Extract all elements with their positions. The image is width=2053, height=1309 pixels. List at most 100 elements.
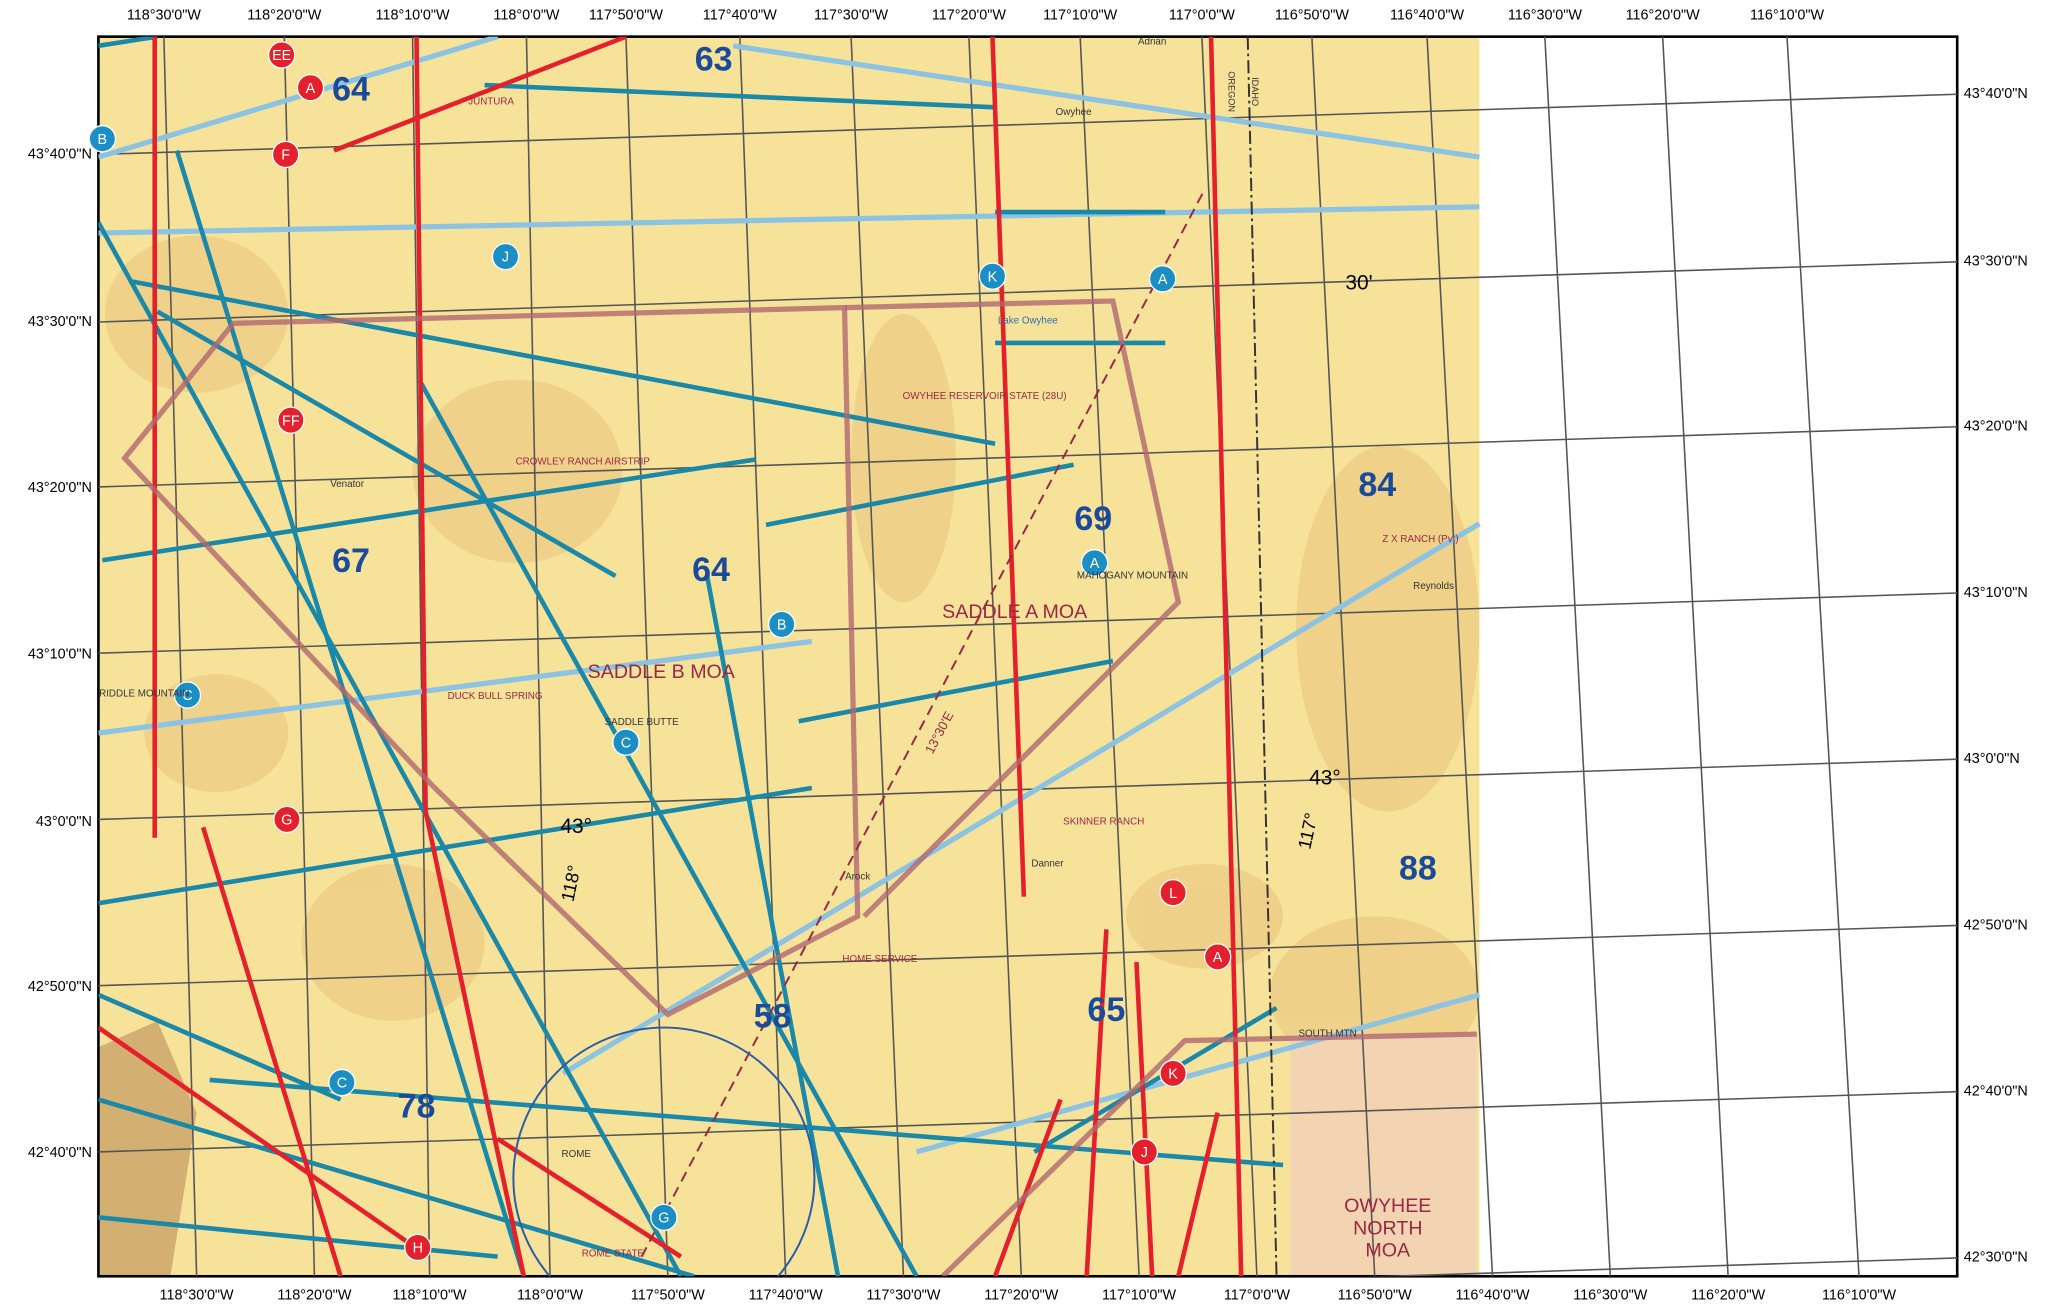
- route-marker: [1130, 1138, 1159, 1166]
- meridian: [411, 36, 431, 1277]
- route-marker: [404, 1233, 432, 1262]
- route-marker-label: A: [1090, 556, 1100, 572]
- lon-label-bottom: 117°50'0"W: [631, 1288, 705, 1304]
- route-marker-label: A: [306, 81, 316, 97]
- compass-rose: [512, 1026, 816, 1277]
- victor-airway: [98, 638, 813, 736]
- lon-label-top: 118°10'0"W: [376, 8, 450, 24]
- route: [417, 378, 919, 1277]
- lon-label-top: 116°50'0"W: [1275, 8, 1349, 24]
- route-marker-label: B: [98, 132, 108, 148]
- lat-label-left: 43°20'0"N: [28, 480, 92, 496]
- grid-figure: 67: [332, 542, 370, 580]
- route-marker: [271, 140, 300, 169]
- route-marker-label: K: [988, 269, 998, 285]
- grid-figure: 64: [332, 71, 370, 109]
- lon-label-bottom: 116°50'0"W: [1338, 1288, 1412, 1304]
- lon-label-top: 118°0'0"W: [493, 8, 560, 24]
- lat-label-right: 43°30'0"N: [1964, 254, 2028, 270]
- lon-label-bottom: 118°30'0"W: [160, 1288, 234, 1304]
- route: [765, 462, 1075, 528]
- route: [484, 82, 996, 110]
- grid-figure: 58: [754, 997, 792, 1035]
- airport-name: DUCK BULL SPRING: [448, 691, 543, 702]
- lat-label-left: 42°40'0"N: [28, 1145, 92, 1161]
- moa-boundary: [940, 1031, 1477, 1277]
- lon-label-top: 117°50'0"W: [589, 8, 663, 24]
- route-marker: [88, 125, 117, 153]
- graticule-annotation: 43°: [560, 815, 592, 838]
- meridian: [1079, 36, 1140, 1277]
- route: [101, 457, 756, 563]
- meridian: [283, 36, 316, 1277]
- route-marker: [1203, 943, 1232, 971]
- airport-name: JUNTURA: [468, 97, 514, 108]
- moa-boundary: [121, 304, 861, 1018]
- airport-name: HOME SERVICE: [842, 954, 917, 965]
- lon-label-bottom: 117°10'0"W: [1102, 1288, 1176, 1304]
- lon-label-bottom: 116°20'0"W: [1691, 1288, 1765, 1304]
- route-marker: [650, 1203, 678, 1232]
- isogonic-line: [640, 189, 1206, 1258]
- airport-name: CROWLEY RANCH AIRSTRIP: [516, 457, 651, 468]
- place-name: SADDLE BUTTE: [605, 717, 680, 728]
- grid-figure: 69: [1074, 500, 1112, 538]
- place-name: Venator: [330, 479, 365, 490]
- meridian: [625, 36, 669, 1277]
- meridian: [850, 36, 905, 1277]
- lat-label-left: 43°40'0"N: [28, 146, 92, 162]
- military-route: [1208, 36, 1244, 1277]
- lon-label-bottom: 117°20'0"W: [984, 1288, 1058, 1304]
- military-route: [1176, 1112, 1220, 1277]
- route-marker-label: C: [337, 1076, 347, 1092]
- place-name: SOUTH MTN: [1298, 1029, 1356, 1040]
- route: [156, 309, 617, 578]
- lon-label-bottom: 116°40'0"W: [1455, 1288, 1529, 1304]
- route: [98, 36, 158, 49]
- meridian: [1426, 36, 1494, 1277]
- airport-name: OWYHEE RESERVOIR STATE (28U): [903, 391, 1067, 402]
- grid-figure: 65: [1087, 991, 1125, 1029]
- route-marker-label: C: [182, 688, 192, 704]
- lon-label-top: 118°30'0"W: [127, 8, 201, 24]
- route-marker-label: B: [777, 617, 787, 633]
- lon-label-top: 117°30'0"W: [814, 8, 888, 24]
- route-marker-label: L: [1169, 886, 1177, 902]
- moa-boundary: [844, 298, 1182, 919]
- graticule-annotation: 30': [1345, 272, 1372, 295]
- terrain-relief: [98, 1021, 197, 1277]
- meridian: [163, 36, 198, 1277]
- features: [98, 36, 1481, 1277]
- military-route: [423, 811, 527, 1277]
- route: [704, 575, 841, 1277]
- route-marker: [1080, 549, 1109, 577]
- route-marker-label: C: [621, 735, 631, 751]
- lon-label-top: 117°40'0"W: [703, 8, 777, 24]
- labels: 118°30'0"W 118°20'0"W 118°10'0"W 118°0'0"W 1…: [28, 8, 2028, 1304]
- lon-label-bottom: 118°0'0"W: [517, 1288, 584, 1304]
- route: [174, 149, 527, 1277]
- meridian: [968, 36, 1023, 1277]
- lon-label-bottom: 117°40'0"W: [749, 1288, 823, 1304]
- route-marker-label: EE: [272, 48, 291, 64]
- parallel: [98, 924, 1958, 987]
- military-route: [990, 36, 1027, 897]
- lon-label-bottom: 116°30'0"W: [1573, 1288, 1647, 1304]
- meridian: [525, 36, 551, 1277]
- grid-figure: 84: [1358, 466, 1396, 504]
- victor-airway: [732, 43, 1480, 160]
- route-marker-label: J: [1141, 1145, 1148, 1161]
- route-marker-label: FF: [282, 413, 300, 429]
- airport-name: SKINNER RANCH: [1063, 817, 1144, 828]
- lat-label-right: 43°20'0"N: [1964, 419, 2028, 435]
- lat-label-right: 43°10'0"N: [1964, 585, 2028, 601]
- route-marker: [267, 41, 296, 69]
- military-route: [992, 1098, 1063, 1277]
- route-marker: [612, 728, 640, 756]
- military-route: [414, 36, 428, 812]
- military-route: [98, 1025, 421, 1252]
- military-route: [200, 826, 343, 1277]
- route: [130, 279, 996, 447]
- meridian: [1311, 36, 1376, 1277]
